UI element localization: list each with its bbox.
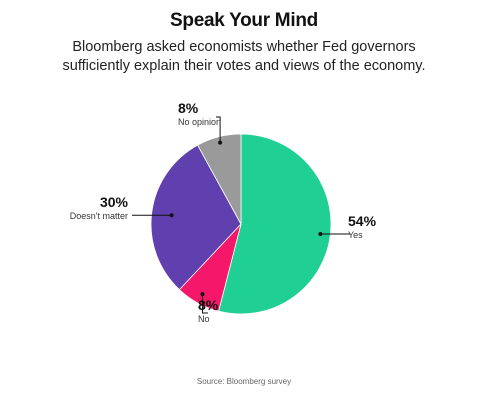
pie-slices [150,133,332,315]
leader-dot-no [200,292,205,297]
subtitle-line: Bloomberg asked economists whether Fed g… [72,39,416,55]
subtitle-line: sufficiently explain their votes and vie… [62,58,426,74]
leader-dot-yes [318,232,323,237]
leader-dot-no-opinion [218,140,223,145]
leader-line-no-opinion [216,116,221,143]
value-label-doesn-t-matter: 30% [100,194,129,210]
pie-slice-yes [218,133,332,315]
chart-subtitle: Bloomberg asked economists whether Fed g… [0,38,488,76]
value-label-no: 8% [198,297,219,313]
category-label-no-opinion: No opinion [178,117,221,127]
pie-slice-no-opinion [197,133,242,225]
value-label-yes: 54% [348,213,377,229]
source-note: Source: Bloomberg survey [196,377,292,386]
leader-line-no [201,294,208,314]
value-label-no-opinion: 8% [178,100,199,116]
category-label-yes: Yes [348,230,363,240]
leader-dot-doesn-t-matter [169,213,174,218]
chart-title: Speak Your Mind [170,10,318,31]
category-label-doesn-t-matter: Doesn't matter [70,211,128,221]
pie-slice-doesn-t-matter [150,144,242,291]
label-leaders [132,116,350,314]
category-label-no: No [198,314,210,324]
